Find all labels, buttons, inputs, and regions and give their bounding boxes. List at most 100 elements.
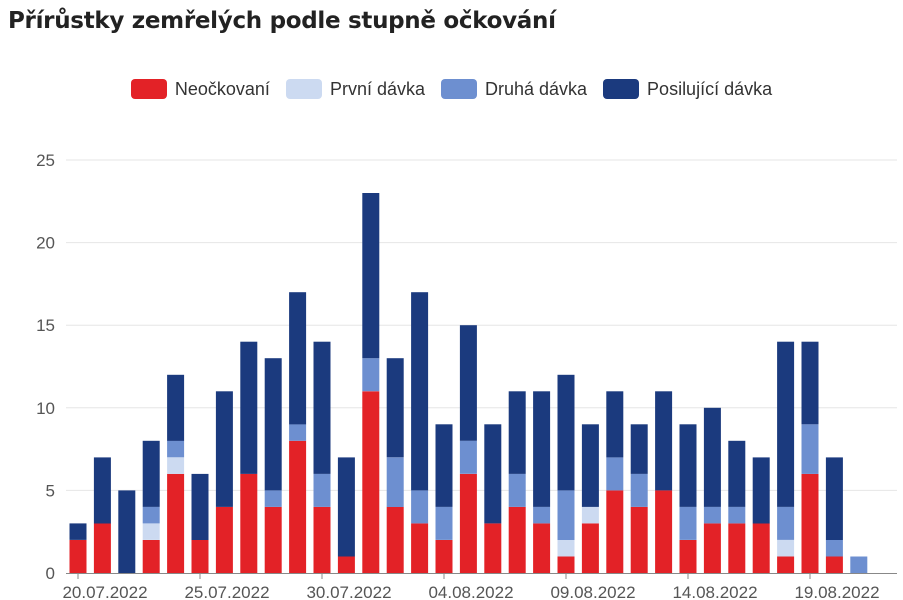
- bar-segment: [606, 391, 624, 458]
- legend-swatch-prvni-davka: [285, 79, 322, 99]
- legend-label-prvni-davka: První dávka: [329, 78, 425, 99]
- legend-item-neockovani[interactable]: Neočkovaní: [130, 78, 270, 100]
- bar-segment: [459, 325, 477, 441]
- bar-segment: [703, 407, 721, 507]
- bar-segment: [191, 473, 209, 540]
- bar-segment: [606, 490, 624, 573]
- bar-segment: [728, 523, 746, 573]
- bar-segment: [508, 473, 526, 507]
- legend-item-prvni-davka[interactable]: První dávka: [285, 78, 425, 100]
- legend-swatch-posilujici-davka: [603, 79, 640, 99]
- bar-segment: [459, 473, 477, 573]
- bar-segment: [240, 341, 258, 474]
- legend-label-posilujici-davka: Posilující dávka: [647, 78, 773, 99]
- bar-segment: [289, 292, 307, 425]
- y-tick-label: 5: [46, 481, 55, 500]
- bar-segment: [484, 424, 502, 524]
- bar-segment: [801, 473, 819, 573]
- bar-segment: [142, 523, 160, 540]
- bar-segment: [606, 457, 624, 491]
- x-tick-label: 30.07.2022: [306, 583, 391, 600]
- bar-segment: [69, 540, 87, 573]
- bar-segment: [411, 292, 429, 491]
- bar-segment: [313, 506, 331, 573]
- bar-segment: [630, 506, 648, 573]
- x-tick-label: 25.07.2022: [184, 583, 269, 600]
- bar-segment: [142, 506, 160, 524]
- bar-segment: [508, 506, 526, 573]
- bar-segment: [167, 457, 185, 474]
- y-tick-label: 0: [46, 564, 55, 583]
- bar-segment: [825, 556, 843, 573]
- bar-segment: [337, 457, 355, 557]
- bar-segment: [69, 523, 87, 540]
- y-tick-label: 15: [36, 316, 55, 335]
- bar-segment: [435, 540, 453, 573]
- bar-segment: [777, 556, 795, 573]
- bar-segment: [630, 473, 648, 507]
- x-tick-label: 09.08.2022: [550, 583, 635, 600]
- bar-segment: [386, 457, 404, 507]
- bar-segment: [386, 358, 404, 458]
- bar-segment: [118, 490, 136, 573]
- x-tick-label: 19.08.2022: [794, 583, 879, 600]
- bar-segment: [728, 506, 746, 524]
- bar-segment: [777, 506, 795, 540]
- bar-segment: [850, 556, 868, 573]
- bar-segment: [435, 506, 453, 540]
- bar-segment: [630, 424, 648, 474]
- bar-segment: [215, 391, 233, 507]
- bar-segment: [411, 490, 429, 524]
- bar-segment: [655, 391, 673, 491]
- bar-segment: [435, 424, 453, 507]
- legend-item-druha-davka[interactable]: Druhá dávka: [440, 78, 588, 100]
- bar-segment: [142, 440, 160, 507]
- bar-segment: [508, 391, 526, 474]
- bar-segment: [557, 490, 575, 540]
- y-tick-label: 10: [36, 399, 55, 418]
- bar-segment: [752, 523, 770, 573]
- bar-segment: [679, 424, 697, 507]
- bar-segment: [825, 540, 843, 557]
- bar-segment: [581, 523, 599, 573]
- x-tick-label: 20.07.2022: [62, 583, 147, 600]
- bar-segment: [386, 506, 404, 573]
- bar-segment: [289, 424, 307, 441]
- legend-swatch-neockovani: [130, 79, 167, 99]
- bar-segment: [240, 473, 258, 573]
- x-tick-label: 14.08.2022: [672, 583, 757, 600]
- bar-segment: [459, 440, 477, 474]
- bar-segment: [264, 506, 282, 573]
- bar-segment: [557, 374, 575, 491]
- bar-segment: [581, 424, 599, 507]
- chart-title: Přírůstky zemřelých podle stupně očkován…: [8, 8, 556, 34]
- legend-item-posilujici-davka[interactable]: Posilující dávka: [603, 79, 772, 100]
- bar-segment: [337, 556, 355, 573]
- bar-segment: [313, 473, 331, 507]
- legend-label-druha-davka: Druhá dávka: [484, 78, 588, 99]
- legend-swatch-druha-davka: [440, 79, 477, 99]
- legend-label-neockovani: Neočkovaní: [174, 78, 270, 99]
- bar-segment: [777, 341, 795, 507]
- bar-segment: [557, 556, 575, 573]
- y-tick-label: 20: [36, 234, 55, 253]
- bar-segment: [679, 506, 697, 540]
- bar-segment: [703, 506, 721, 524]
- bar-segment: [362, 193, 380, 359]
- bar-segment: [167, 473, 185, 573]
- legend: Neočkovaní První dávka Druhá dávka Posil…: [0, 76, 903, 102]
- bar-segment: [264, 490, 282, 507]
- bar-segment: [191, 540, 209, 573]
- bar-segment: [289, 440, 307, 573]
- bar-segment: [825, 457, 843, 540]
- bar-segment: [679, 540, 697, 573]
- bar-segment: [533, 523, 551, 573]
- bar-segment: [484, 523, 502, 573]
- bar-segment: [167, 374, 185, 441]
- bar-segment: [93, 523, 111, 573]
- bar-segment: [411, 523, 429, 573]
- bar-segment: [362, 358, 380, 392]
- bar-segment: [533, 391, 551, 507]
- bar-segment: [215, 506, 233, 573]
- bar-segment: [557, 540, 575, 557]
